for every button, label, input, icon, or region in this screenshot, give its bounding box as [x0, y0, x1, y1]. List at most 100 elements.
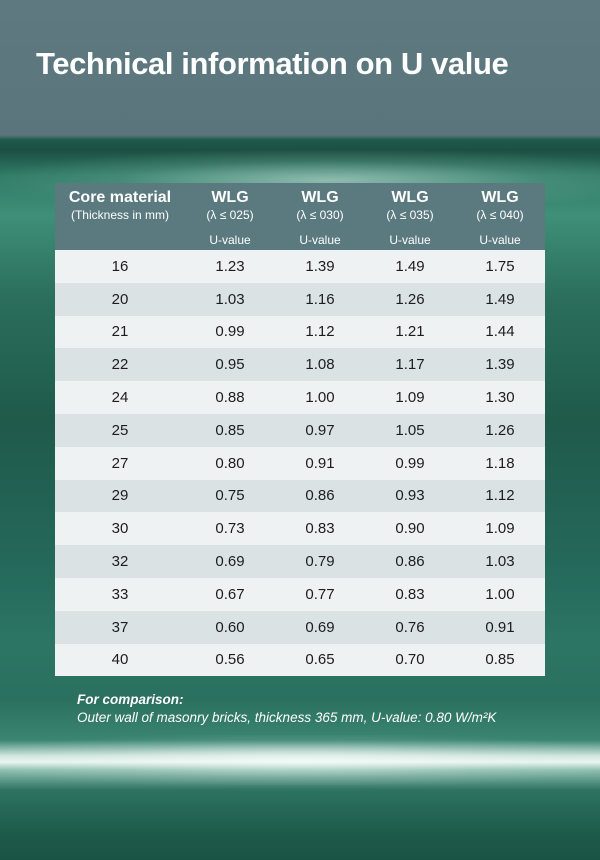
header-sub: (λ ≤ 030): [296, 208, 344, 222]
header-unit: U-value: [389, 233, 431, 247]
thickness-cell: 29: [55, 479, 185, 513]
u-value-table: Core material (Thickness in mm) WLG (λ ≤…: [55, 183, 545, 677]
u-value-cell: 0.85: [455, 643, 545, 677]
u-value-cell: 0.60: [185, 610, 275, 644]
thickness-cell: 20: [55, 282, 185, 316]
header-unit: U-value: [209, 233, 251, 247]
u-value-cell: 0.85: [185, 413, 275, 447]
header-sub: (λ ≤ 040): [476, 208, 524, 222]
u-value-cell: 0.90: [365, 512, 455, 546]
table-row: 24 0.88 1.00 1.09 1.30: [55, 381, 545, 414]
u-value-cell: 0.69: [185, 545, 275, 578]
u-value-cell: 0.86: [365, 545, 455, 578]
u-value-cell: 0.56: [185, 643, 275, 677]
thickness-cell: 32: [55, 545, 185, 578]
table-body: 16 1.23 1.39 1.49 1.75 20 1.03 1.16 1.26 1.49 21 0.…: [55, 250, 545, 677]
table-row: 25 0.85 0.97 1.05 1.26: [55, 413, 545, 447]
u-value-cell: 0.88: [185, 381, 275, 414]
table-header-row: Core material (Thickness in mm) WLG (λ ≤…: [55, 183, 545, 250]
header-main: WLG: [391, 189, 429, 206]
u-value-cell: 1.26: [365, 282, 455, 316]
u-value-cell: 1.39: [455, 348, 545, 382]
thickness-cell: 37: [55, 610, 185, 644]
table-row: 16 1.23 1.39 1.49 1.75: [55, 250, 545, 283]
header-sub: (λ ≤ 025): [206, 208, 254, 222]
u-value-cell: 1.49: [365, 250, 455, 283]
thickness-cell: 40: [55, 643, 185, 677]
u-value-cell: 1.49: [455, 282, 545, 316]
thickness-cell: 27: [55, 446, 185, 480]
header-main: WLG: [301, 189, 339, 206]
u-value-cell: 0.99: [365, 446, 455, 480]
u-value-cell: 0.93: [365, 479, 455, 513]
u-value-cell: 1.16: [275, 282, 365, 316]
u-value-cell: 1.21: [365, 315, 455, 349]
table-row: 22 0.95 1.08 1.17 1.39: [55, 348, 545, 382]
u-value-cell: 1.12: [275, 315, 365, 349]
u-value-cell: 0.77: [275, 577, 365, 611]
u-value-cell: 1.39: [275, 250, 365, 283]
u-value-cell: 1.18: [455, 446, 545, 480]
u-value-cell: 1.05: [365, 413, 455, 447]
background-light-band-bottom: [0, 735, 600, 785]
header-wlg-040: WLG (λ ≤ 040) U-value: [455, 183, 545, 250]
u-value-cell: 1.03: [455, 545, 545, 578]
table-row: 33 0.67 0.77 0.83 1.00: [55, 577, 545, 611]
u-value-cell: 1.03: [185, 282, 275, 316]
header-sub: (λ ≤ 035): [386, 208, 434, 222]
u-value-cell: 0.75: [185, 479, 275, 513]
thickness-cell: 16: [55, 250, 185, 283]
u-value-table-container: Core material (Thickness in mm) WLG (λ ≤…: [55, 183, 545, 677]
u-value-cell: 0.99: [185, 315, 275, 349]
u-value-cell: 0.70: [365, 643, 455, 677]
u-value-cell: 0.65: [275, 643, 365, 677]
header-unit: U-value: [299, 233, 341, 247]
thickness-cell: 21: [55, 315, 185, 349]
header-unit: [55, 223, 185, 250]
u-value-cell: 0.80: [185, 446, 275, 480]
u-value-cell: 1.30: [455, 381, 545, 414]
u-value-cell: 1.26: [455, 413, 545, 447]
u-value-cell: 0.79: [275, 545, 365, 578]
u-value-cell: 0.76: [365, 610, 455, 644]
table-row: 20 1.03 1.16 1.26 1.49: [55, 282, 545, 316]
u-value-cell: 1.23: [185, 250, 275, 283]
table-row: 37 0.60 0.69 0.76 0.91: [55, 610, 545, 644]
u-value-cell: 1.12: [455, 479, 545, 513]
u-value-cell: 0.97: [275, 413, 365, 447]
u-value-cell: 0.69: [275, 610, 365, 644]
header-unit: U-value: [479, 233, 521, 247]
u-value-cell: 1.09: [365, 381, 455, 414]
header-wlg-035: WLG (λ ≤ 035) U-value: [365, 183, 455, 250]
u-value-cell: 1.75: [455, 250, 545, 283]
u-value-cell: 0.83: [365, 577, 455, 611]
u-value-cell: 0.91: [275, 446, 365, 480]
header-main: WLG: [211, 189, 249, 206]
table-row: 29 0.75 0.86 0.93 1.12: [55, 479, 545, 513]
u-value-cell: 1.17: [365, 348, 455, 382]
header-sub: (Thickness in mm): [70, 208, 169, 222]
u-value-cell: 0.73: [185, 512, 275, 546]
u-value-cell: 0.83: [275, 512, 365, 546]
u-value-cell: 1.00: [455, 577, 545, 611]
table-row: 27 0.80 0.91 0.99 1.18: [55, 446, 545, 480]
u-value-cell: 0.91: [455, 610, 545, 644]
header-core-material: Core material (Thickness in mm): [55, 183, 185, 250]
u-value-cell: 0.67: [185, 577, 275, 611]
table-row: 30 0.73 0.83 0.90 1.09: [55, 512, 545, 546]
u-value-cell: 0.86: [275, 479, 365, 513]
thickness-cell: 24: [55, 381, 185, 414]
page-title: Technical information on U value: [36, 46, 509, 81]
u-value-cell: 0.95: [185, 348, 275, 382]
thickness-cell: 25: [55, 413, 185, 447]
u-value-cell: 1.00: [275, 381, 365, 414]
header-wlg-025: WLG (λ ≤ 025) U-value: [185, 183, 275, 250]
table-row: 32 0.69 0.79 0.86 1.03: [55, 545, 545, 578]
u-value-cell: 1.44: [455, 315, 545, 349]
table-row: 40 0.56 0.65 0.70 0.85: [55, 643, 545, 677]
header-wlg-030: WLG (λ ≤ 030) U-value: [275, 183, 365, 250]
table-row: 21 0.99 1.12 1.21 1.44: [55, 315, 545, 349]
comparison-note-text: Outer wall of masonry bricks, thickness …: [77, 710, 497, 725]
u-value-cell: 1.09: [455, 512, 545, 546]
u-value-cell: 1.08: [275, 348, 365, 382]
